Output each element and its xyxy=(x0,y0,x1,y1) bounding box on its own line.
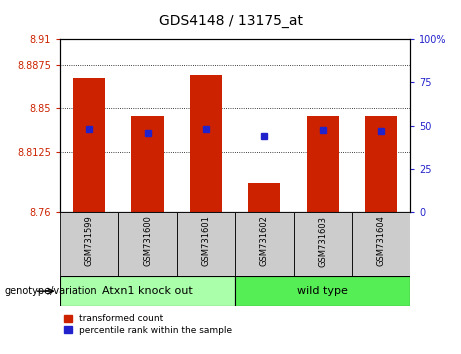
Text: GSM731599: GSM731599 xyxy=(85,216,94,266)
Text: GSM731601: GSM731601 xyxy=(201,216,210,267)
Bar xyxy=(294,212,352,276)
Text: genotype/variation: genotype/variation xyxy=(5,286,97,296)
Text: GSM731604: GSM731604 xyxy=(377,216,385,267)
Bar xyxy=(190,75,222,212)
Bar xyxy=(235,212,294,276)
Bar xyxy=(248,183,280,212)
Bar xyxy=(60,276,235,306)
Bar xyxy=(177,212,235,276)
Legend: transformed count, percentile rank within the sample: transformed count, percentile rank withi… xyxy=(65,314,232,335)
Bar xyxy=(235,276,410,306)
Bar xyxy=(60,212,118,276)
Bar xyxy=(365,116,397,212)
Text: GSM731603: GSM731603 xyxy=(318,216,327,267)
Text: wild type: wild type xyxy=(297,286,348,296)
Text: GDS4148 / 13175_at: GDS4148 / 13175_at xyxy=(159,14,302,28)
Bar xyxy=(307,116,339,212)
Bar xyxy=(131,116,164,212)
Bar xyxy=(118,212,177,276)
Text: GSM731600: GSM731600 xyxy=(143,216,152,267)
Text: Atxn1 knock out: Atxn1 knock out xyxy=(102,286,193,296)
Text: GSM731602: GSM731602 xyxy=(260,216,269,267)
Bar xyxy=(73,78,105,212)
Bar xyxy=(352,212,410,276)
